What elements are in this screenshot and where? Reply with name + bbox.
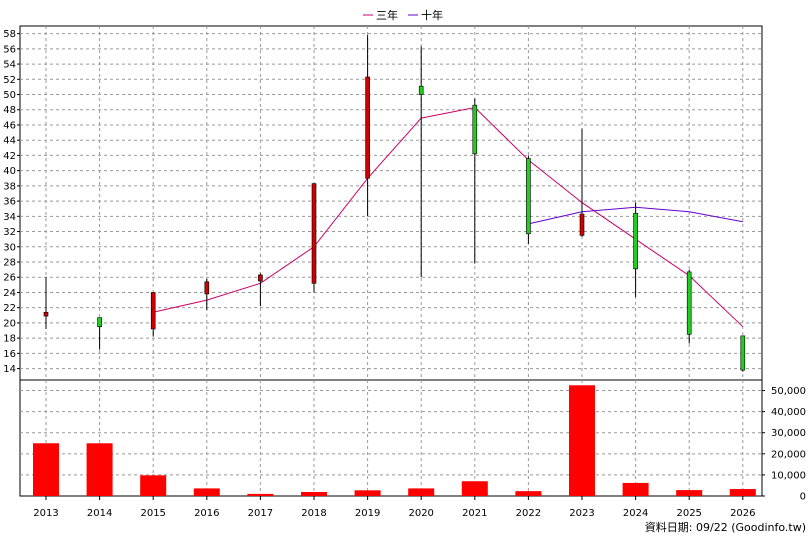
x-tick-label-2021: 2021 [462, 508, 487, 519]
candle-2026 [740, 335, 746, 372]
price-tick-label-26: 26 [3, 273, 16, 284]
price-tick-label-38: 38 [3, 181, 16, 192]
candle-body-2022 [526, 158, 531, 235]
volume-tick-label-0: 0 [800, 492, 806, 503]
x-tick-label-2015: 2015 [140, 508, 165, 519]
candles [43, 35, 746, 372]
legend-label-10y: 十年 [421, 8, 443, 22]
x-tick-label-2025: 2025 [676, 508, 701, 519]
x-tick-label-2013: 2013 [33, 508, 58, 519]
candle-body-2013 [43, 311, 49, 317]
x-tick-label-2022: 2022 [516, 508, 541, 519]
volume-bar-2023 [569, 385, 595, 496]
price-tick-label-56: 56 [3, 44, 16, 55]
volume-bar-2013 [33, 443, 59, 496]
price-tick-label-30: 30 [3, 242, 16, 253]
x-tick-label-2017: 2017 [248, 508, 273, 519]
volume-bar-2014 [86, 443, 113, 496]
price-tick-label-42: 42 [3, 151, 16, 162]
data-date-label: 資料日期: 09/22 (Goodinfo.tw) [645, 520, 806, 534]
candle-2025 [686, 269, 692, 344]
x-tick-label-2024: 2024 [623, 508, 648, 519]
volume-bar-2019 [354, 490, 381, 496]
candle-2018 [311, 183, 317, 293]
x-tick-label-2014: 2014 [87, 508, 112, 519]
candle-2024 [633, 202, 638, 298]
volume-axis-ticks: 0 10,000 20,000 30,000 40,000 50,000 [762, 386, 806, 503]
candle-body-2019 [365, 76, 370, 179]
candle-body-2017 [258, 274, 263, 282]
volume-tick-label-1: 10,000 [771, 470, 806, 481]
price-axis-ticks: 14 16 18 20 22 24 26 28 30 32 34 36 38 40 42 44 46 48 50 52… [3, 29, 20, 375]
volume-tick-label-2: 20,000 [771, 449, 806, 460]
candle-body-2016 [204, 281, 210, 295]
price-tick-label-58: 58 [3, 29, 16, 40]
ma-line-三年 [153, 106, 744, 328]
x-tick-label-2026: 2026 [730, 508, 755, 519]
price-tick-label-50: 50 [3, 90, 16, 101]
price-tick-label-36: 36 [3, 197, 16, 208]
candle-body-2014 [97, 317, 102, 328]
candle-body-2025 [686, 271, 692, 335]
volume-bars [33, 385, 756, 496]
candle-2020 [418, 46, 424, 278]
volume-tick-label-4: 40,000 [771, 407, 806, 418]
volume-bar-2016 [193, 488, 220, 496]
candle-body-2020 [418, 85, 424, 95]
price-tick-label-18: 18 [3, 334, 16, 345]
x-tick-label-2023: 2023 [569, 508, 594, 519]
candle-2023 [579, 128, 585, 237]
volume-bar-2021 [461, 481, 488, 496]
volume-bar-2020 [408, 488, 435, 496]
candle-body-2026 [740, 335, 746, 371]
candle-2021 [472, 98, 478, 264]
price-tick-label-28: 28 [3, 258, 16, 269]
price-tick-label-44: 44 [3, 136, 16, 147]
x-tick-label-2019: 2019 [355, 508, 380, 519]
candle-2019 [365, 35, 370, 217]
price-tick-label-14: 14 [3, 364, 16, 375]
volume-tick-label-5: 50,000 [771, 386, 806, 397]
candle-2013 [43, 277, 49, 329]
x-tick-label-2020: 2020 [408, 508, 433, 519]
legend-label-3y: 三年 [376, 8, 398, 22]
candle-2017 [258, 273, 263, 307]
volume-bar-2024 [622, 482, 649, 496]
x-tick-label-2016: 2016 [194, 508, 219, 519]
price-tick-label-22: 22 [3, 303, 16, 314]
x-axis-ticks: 2013 2014 2015 2016 2017 2018 2019 2020 2021 2022… [33, 496, 756, 519]
volume-bar-2018 [301, 491, 327, 496]
volume-bar-2025 [676, 490, 703, 496]
price-tick-label-40: 40 [3, 166, 16, 177]
grid-lines [20, 26, 762, 496]
price-tick-label-16: 16 [3, 349, 16, 360]
volume-plot-area [19, 379, 763, 497]
candle-2015 [150, 292, 156, 337]
candle-2022 [526, 155, 531, 244]
volume-bar-2015 [140, 475, 167, 496]
x-tick-label-2018: 2018 [301, 508, 326, 519]
price-tick-label-48: 48 [3, 105, 16, 116]
volume-bar-2026 [729, 489, 756, 496]
candle-2014 [97, 317, 102, 350]
price-tick-label-20: 20 [3, 318, 16, 329]
candle-body-2021 [472, 104, 478, 155]
price-tick-label-24: 24 [3, 288, 16, 299]
legend: 三年 十年 [363, 8, 443, 22]
volume-tick-label-3: 30,000 [771, 428, 806, 439]
candle-2016 [204, 278, 210, 310]
candle-body-2018 [311, 183, 317, 284]
price-tick-label-46: 46 [3, 120, 16, 131]
candle-body-2023 [579, 213, 585, 236]
candle-body-2024 [633, 212, 638, 270]
candle-body-2015 [150, 292, 156, 330]
volume-bar-2022 [515, 491, 542, 496]
price-tick-label-34: 34 [3, 212, 16, 223]
price-tick-label-52: 52 [3, 75, 16, 86]
volume-bar-2017 [247, 493, 274, 496]
price-tick-label-32: 32 [3, 227, 16, 238]
price-tick-label-54: 54 [3, 60, 16, 71]
